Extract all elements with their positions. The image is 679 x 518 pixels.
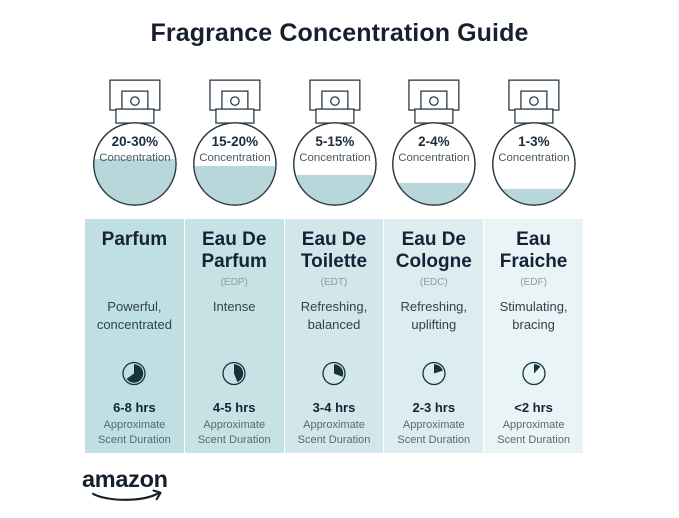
svg-text:Concentration: Concentration	[498, 152, 569, 164]
svg-text:Concentration: Concentration	[299, 152, 370, 164]
svg-text:15-20%: 15-20%	[211, 134, 257, 149]
svg-text:1-3%: 1-3%	[518, 134, 549, 149]
svg-text:Concentration: Concentration	[399, 152, 470, 164]
svg-text:20-30%: 20-30%	[112, 134, 158, 149]
svg-text:amazon: amazon	[82, 467, 168, 492]
svg-text:Concentration: Concentration	[199, 152, 270, 164]
svg-text:5-15%: 5-15%	[315, 134, 354, 149]
svg-text:Concentration: Concentration	[99, 152, 170, 164]
svg-text:2-4%: 2-4%	[419, 134, 450, 149]
